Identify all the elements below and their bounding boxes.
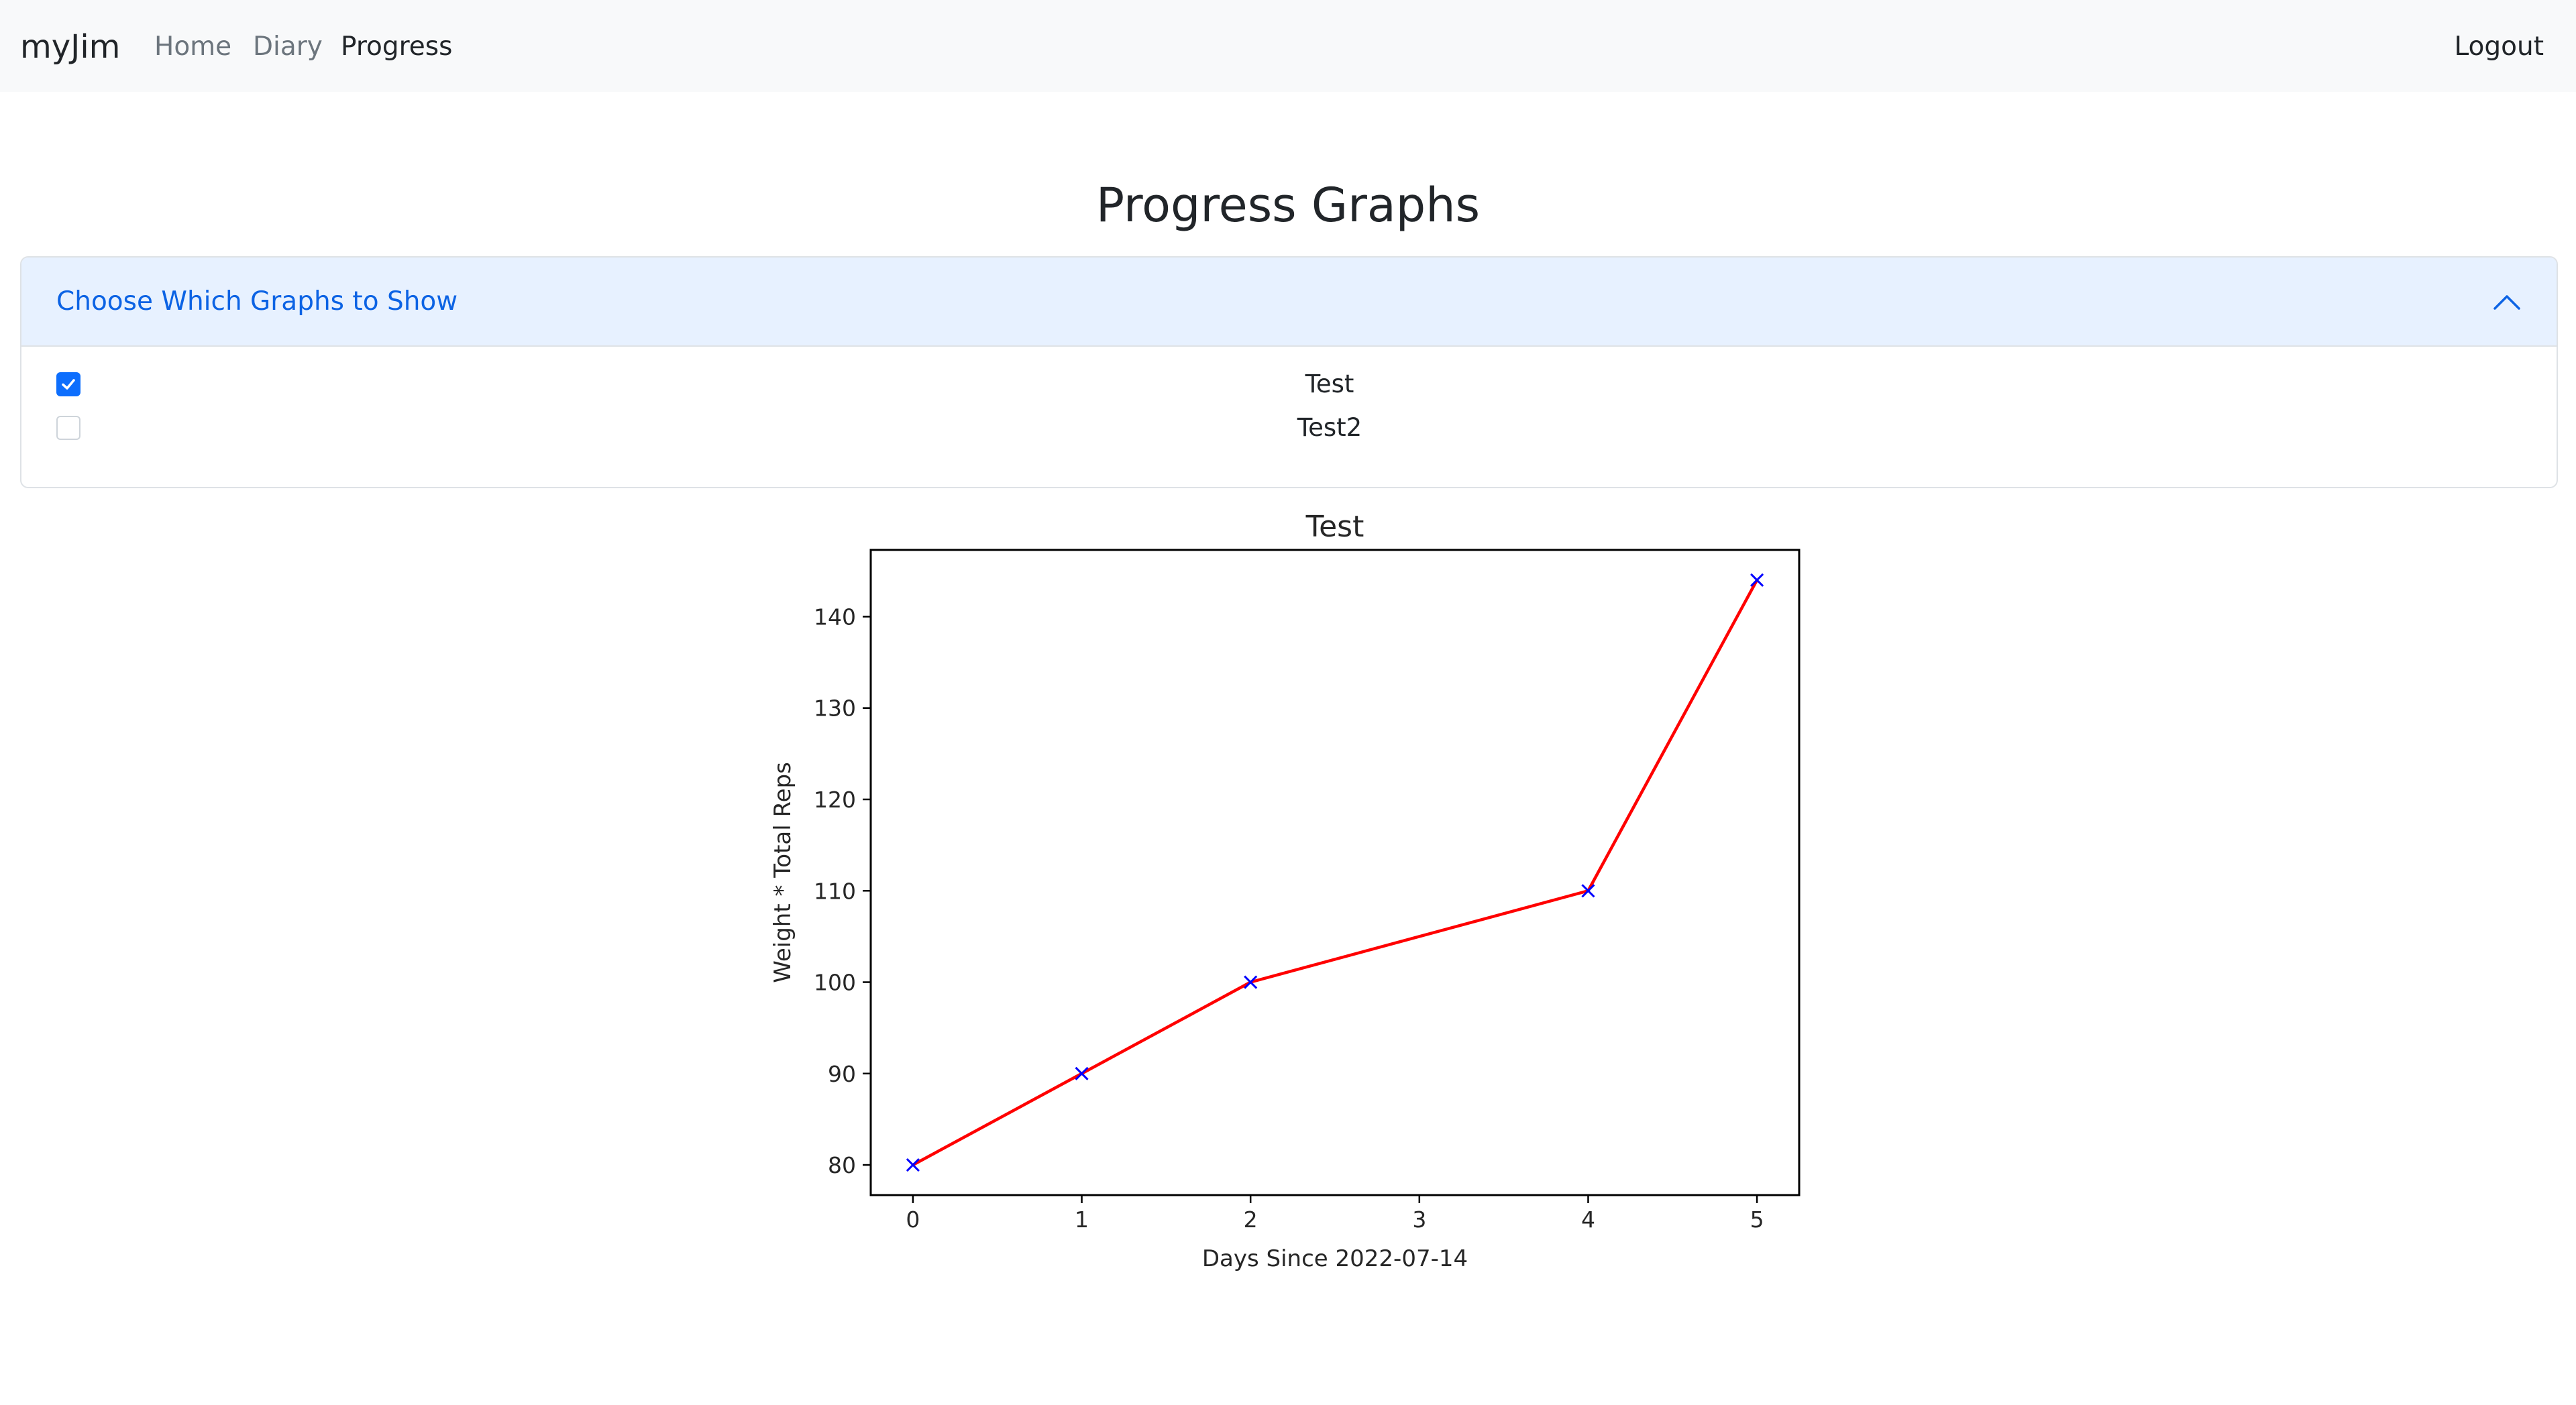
x-tick-label: 2 <box>1244 1206 1258 1233</box>
x-tick-label: 4 <box>1581 1206 1595 1233</box>
checkmark-icon <box>62 379 75 390</box>
y-tick-label: 90 <box>828 1061 856 1087</box>
nav-link-diary[interactable]: Diary <box>253 32 323 62</box>
nav-link-progress[interactable]: Progress <box>341 32 453 62</box>
y-tick-label: 80 <box>828 1152 856 1178</box>
accordion-body: Test Test2 <box>21 347 2557 487</box>
brand-logo[interactable]: myJim <box>20 28 121 66</box>
nav-link-home[interactable]: Home <box>154 32 232 62</box>
x-tick-label: 1 <box>1075 1206 1089 1233</box>
accordion-title: Choose Which Graphs to Show <box>56 286 458 317</box>
plot-frame <box>869 549 1801 1196</box>
accordion-header-button[interactable]: Choose Which Graphs to Show <box>21 258 2557 347</box>
graph-checkbox-test[interactable] <box>56 372 80 396</box>
data-point-marker <box>1244 975 1258 989</box>
page-title: Progress Graphs <box>1095 178 1481 233</box>
y-tick-label: 120 <box>814 787 856 813</box>
graph-option-row: Test <box>21 367 2557 404</box>
series-line <box>912 579 1759 1167</box>
x-tick-label: 0 <box>906 1206 920 1233</box>
y-tick-label: 130 <box>814 695 856 722</box>
graph-selector-accordion: Choose Which Graphs to Show Test Test2 <box>20 256 2558 488</box>
graph-option-row: Test2 <box>21 410 2557 448</box>
logout-link[interactable]: Logout <box>2454 32 2544 62</box>
graph-option-label: Test <box>1305 370 1354 398</box>
data-point-marker <box>1581 884 1595 898</box>
progress-chart-svg: Test Days Since 2022-07-14 Weight * Tota… <box>769 510 1801 1272</box>
data-point-marker <box>1750 573 1764 587</box>
navbar: myJim Home Diary Progress Logout <box>0 0 2576 92</box>
chart-title: Test <box>1305 510 1364 544</box>
y-tick-label: 100 <box>814 970 856 996</box>
data-point-marker <box>1075 1066 1089 1080</box>
graph-checkbox-test2[interactable] <box>56 416 80 440</box>
x-tick-label: 5 <box>1750 1206 1764 1233</box>
graph-option-label: Test2 <box>1297 413 1362 442</box>
chevron-up-icon <box>2493 295 2520 310</box>
x-tick-label: 3 <box>1412 1206 1426 1233</box>
y-tick-label: 110 <box>814 878 856 904</box>
chart-y-axis-label: Weight * Total Reps <box>769 762 796 983</box>
progress-chart: Test Days Since 2022-07-14 Weight * Tota… <box>751 495 1892 1286</box>
data-point-marker <box>906 1158 920 1172</box>
chart-x-axis-label: Days Since 2022-07-14 <box>1202 1245 1468 1272</box>
y-tick-label: 140 <box>814 604 856 630</box>
